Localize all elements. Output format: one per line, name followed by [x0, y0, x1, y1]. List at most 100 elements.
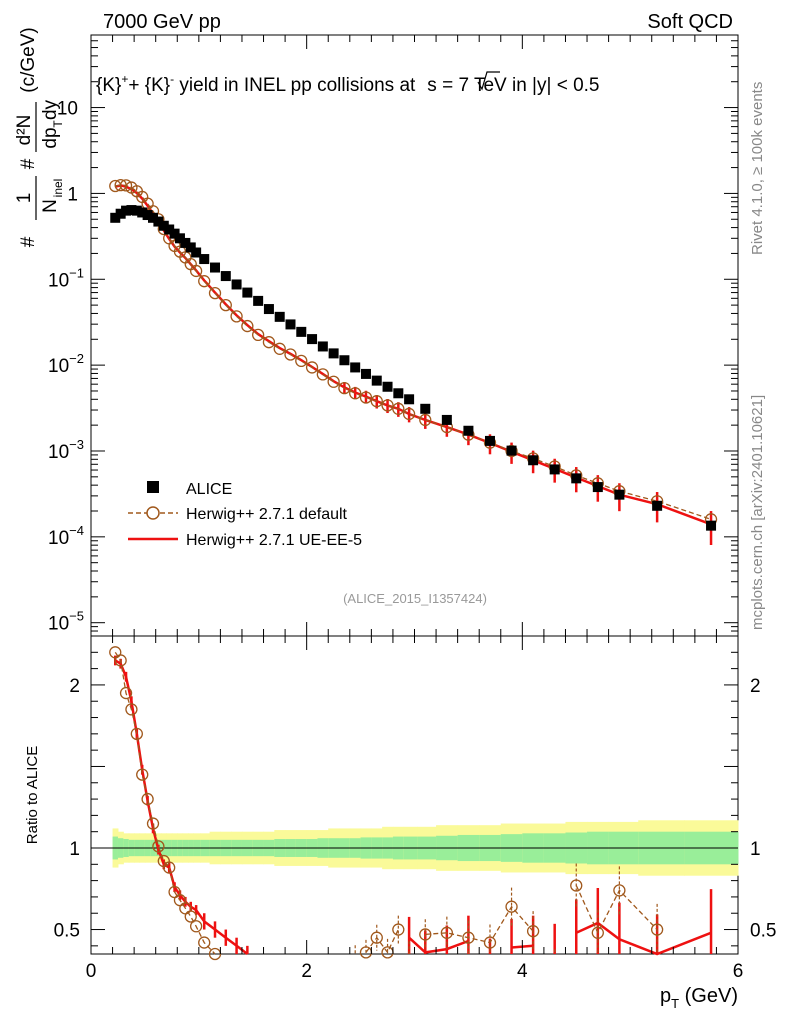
alice-marker [126, 205, 137, 216]
default-marker [327, 375, 340, 388]
alice-marker [164, 224, 175, 235]
default-marker [392, 402, 405, 415]
default-ratio-marker [381, 946, 394, 959]
y-axis-label: # 1 N inel # d²N dp T dy (c/GeV) [14, 27, 65, 247]
x-axis-label: pT (GeV) [660, 985, 738, 1011]
alice-marker [571, 473, 582, 484]
alice-marker [274, 311, 285, 322]
default-ratio-marker [189, 920, 203, 933]
alice-marker [506, 445, 517, 456]
default-ratio-marker [136, 768, 149, 781]
legend: ALICE Herwig++ 2.7.1 default Herwig++ 2.… [128, 481, 362, 549]
default-ratio-marker [125, 703, 138, 716]
default-ratio-marker [370, 931, 383, 944]
default-ratio-marker [198, 936, 211, 949]
alice-marker [317, 341, 328, 352]
svg-text:(c/GeV): (c/GeV) [18, 27, 39, 92]
default-ratio-marker [526, 925, 540, 938]
y-tick-label: 10−5 [48, 609, 84, 635]
default-marker [262, 336, 276, 349]
y-tick-label: 10−1 [48, 265, 84, 291]
alice-marker [174, 233, 185, 244]
default-marker [219, 298, 232, 312]
default-ratio-marker [130, 727, 143, 740]
header-category-label: Soft QCD [647, 11, 733, 33]
default-ratio-marker [591, 926, 604, 939]
alice-marker [142, 210, 153, 221]
default-marker [370, 395, 383, 408]
default-marker [381, 399, 394, 412]
x-tick-label: 6 [733, 961, 744, 982]
default-marker [349, 387, 362, 400]
default-marker [419, 413, 432, 427]
alice-marker [115, 208, 126, 219]
alice-marker [463, 425, 474, 436]
alice-marker [253, 295, 264, 306]
y-tick-label: 1 [67, 184, 78, 205]
ratio-y-axis-label: Ratio to ALICE [24, 746, 41, 844]
default-ratio-marker [613, 884, 626, 897]
default-ratio-marker [392, 923, 405, 936]
default-marker [119, 179, 133, 192]
mcplots-label: mcplots.cern.ch [arXiv:2401.10621] [749, 395, 766, 630]
alice-marker [484, 435, 495, 446]
alice-marker [231, 279, 242, 290]
alice-marker [441, 414, 452, 425]
default-marker [338, 381, 351, 395]
top-panel-marks [109, 178, 718, 545]
default-marker [402, 407, 416, 421]
default-ratio-marker [650, 923, 664, 936]
plot-title: {K}++ {K}- yield in INEL pp collisions a… [96, 72, 599, 96]
default-ratio-marker [505, 900, 518, 913]
default-marker [241, 319, 254, 333]
legend-label-ueee5: Herwig++ 2.7.1 UE-EE-5 [186, 532, 362, 549]
sqrt-symbol [477, 71, 500, 91]
svg-text:d²N: d²N [14, 115, 35, 146]
svg-text:inel: inel [51, 179, 65, 198]
default-line [115, 184, 712, 520]
ratio-y-tick-label-right: 1 [750, 839, 761, 860]
ratio-y-tick-label-right: 0.5 [750, 921, 776, 942]
default-ratio-marker [208, 947, 222, 961]
ratio-y-tick-label-left: 0.5 [54, 921, 80, 942]
alice-marker [210, 262, 221, 273]
default-ratio-marker [114, 654, 127, 667]
alice-marker [137, 207, 148, 218]
default-marker [505, 444, 518, 458]
header-energy-label: 7000 GeV pp [103, 11, 221, 33]
default-marker [359, 391, 373, 404]
x-tick-label: 2 [301, 961, 312, 982]
default-marker [284, 348, 297, 361]
default-ratio-marker [146, 817, 160, 830]
svg-text:T: T [51, 120, 65, 128]
legend-marker-default [146, 506, 160, 520]
ueee5-line [115, 184, 712, 526]
legend-label-default: Herwig++ 2.7.1 default [186, 506, 348, 523]
ratio-y-tick-label-left: 2 [69, 676, 80, 697]
alice-marker [169, 228, 180, 239]
alice-marker [110, 212, 121, 223]
svg-text:N: N [40, 199, 61, 213]
y-tick-label: 10 [57, 99, 78, 120]
ratio-panel-marks [109, 646, 713, 961]
x-tick-label: 4 [517, 961, 528, 982]
alice-marker [153, 216, 164, 227]
ueee5-ratio-line [114, 659, 712, 956]
default-ratio-marker [419, 928, 432, 941]
tick-labels: 0 2 4 6 10−5 10−4 10−3 10−2 10−1 1 10 0.5 0.5 1 1 2 2 [48, 99, 776, 982]
default-ratio-marker [462, 931, 475, 944]
svg-text:1: 1 [14, 193, 35, 204]
x-tick-label: 0 [86, 961, 97, 982]
alice-marker [420, 403, 431, 414]
alice-marker [199, 254, 210, 265]
ratio-y-tick-label-left: 1 [69, 839, 80, 860]
default-ratio-line [114, 651, 658, 955]
default-marker [305, 361, 319, 374]
default-marker [316, 368, 329, 381]
default-ratio-marker [440, 926, 454, 939]
axis-ticks [90, 34, 739, 954]
alice-marker [404, 394, 415, 405]
alice-marker [121, 205, 132, 216]
default-marker [273, 342, 286, 355]
